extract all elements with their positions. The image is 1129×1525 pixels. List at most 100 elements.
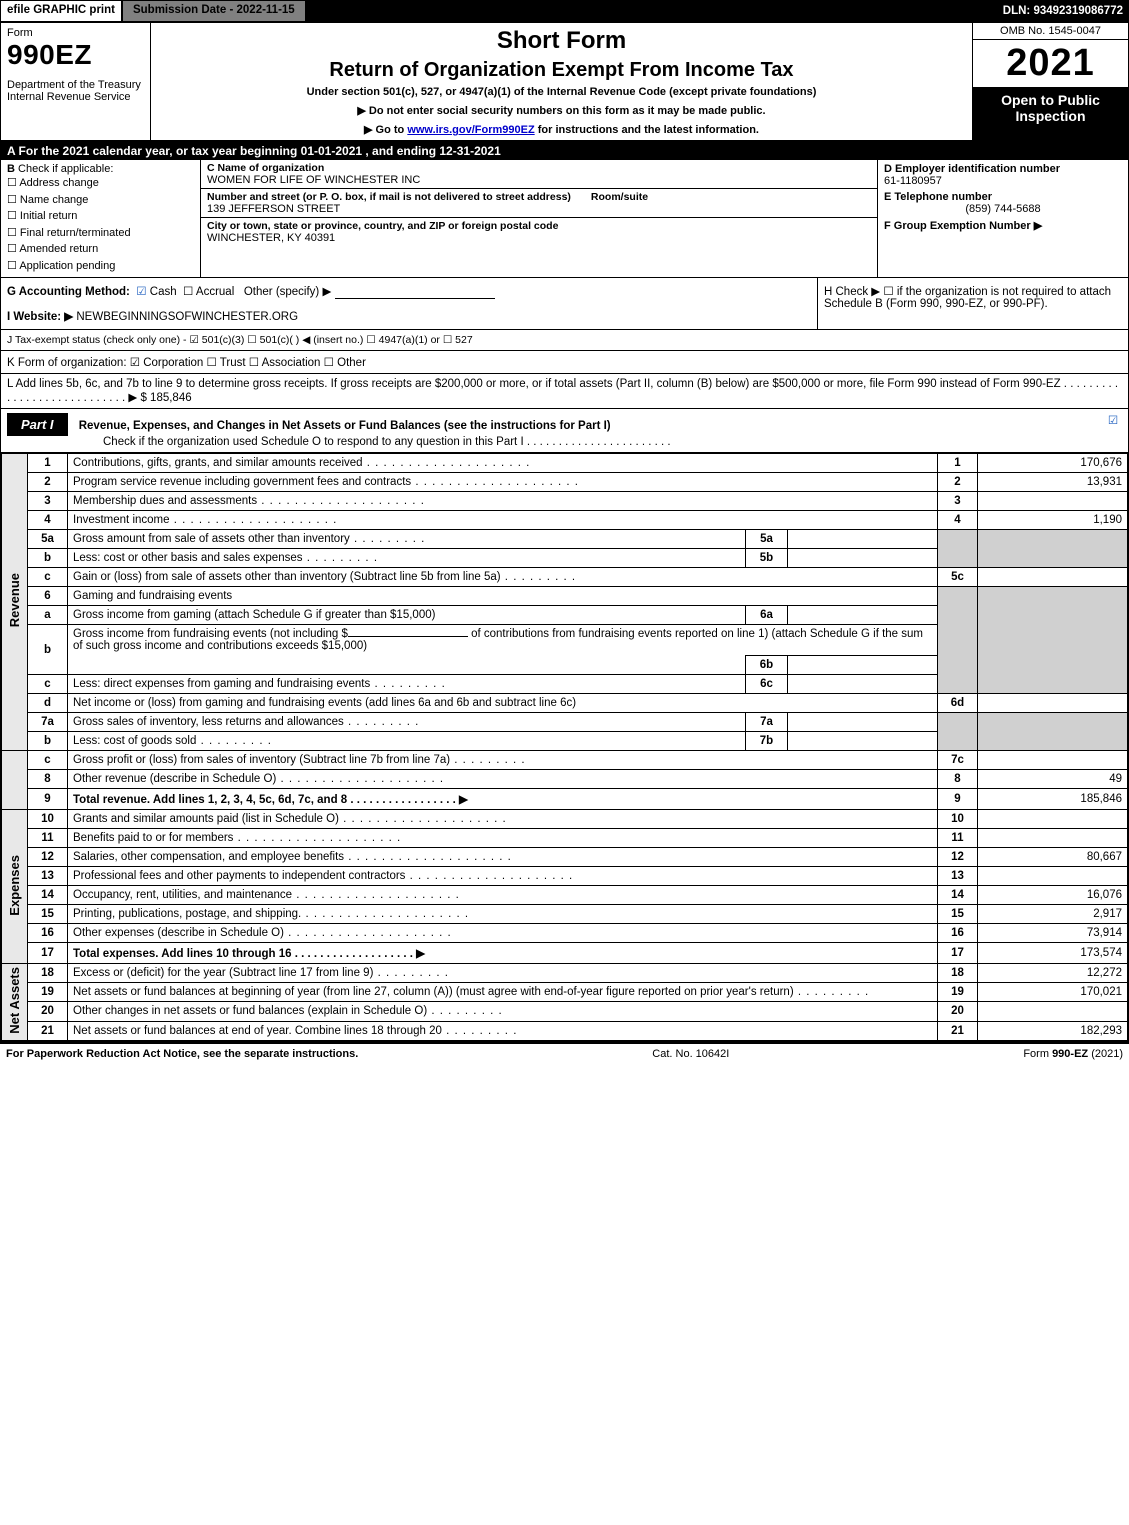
line-13-amt <box>978 867 1128 886</box>
line-6a-num: a <box>28 606 68 625</box>
website-row: I Website: ▶ NEWBEGINNINGSOFWINCHESTER.O… <box>7 309 811 323</box>
section-k: K Form of organization: ☑ Corporation ☐ … <box>1 351 1128 374</box>
line-13-num: 13 <box>28 867 68 886</box>
tel-value: (859) 744-5688 <box>884 203 1122 215</box>
line-13-desc: Professional fees and other payments to … <box>73 870 573 882</box>
line-11-n: 11 <box>938 829 978 848</box>
omb-number: OMB No. 1545-0047 <box>973 23 1128 40</box>
line-8-desc: Other revenue (describe in Schedule O) <box>73 773 444 785</box>
chk-initial-return: ☐ Initial return <box>7 208 194 225</box>
website-value: NEWBEGINNINGSOFWINCHESTER.ORG <box>76 311 298 323</box>
line-3-n: 3 <box>938 492 978 511</box>
line-20-amt <box>978 1002 1128 1021</box>
line-14-n: 14 <box>938 886 978 905</box>
form-outer: Form 990EZ Department of the Treasury In… <box>0 22 1129 1042</box>
line-7c-amt <box>978 751 1128 770</box>
line-6c-desc: Less: direct expenses from gaming and fu… <box>73 678 446 690</box>
ein-value: 61-1180957 <box>884 175 1122 187</box>
line-12-desc: Salaries, other compensation, and employ… <box>73 851 512 863</box>
efile-print: efile GRAPHIC print <box>0 0 122 22</box>
line-15-n: 15 <box>938 905 978 924</box>
header-left: Form 990EZ Department of the Treasury In… <box>1 23 151 140</box>
i-label: I Website: ▶ <box>7 311 73 323</box>
line-21-num: 21 <box>28 1021 68 1040</box>
line-18-amt: 12,272 <box>978 964 1128 983</box>
section-b-check: B Check if applicable: ☐ Address change … <box>1 160 201 277</box>
org-city: WINCHESTER, KY 40391 <box>207 232 871 244</box>
line-1-amt: 170,676 <box>978 454 1128 473</box>
accrual-label: Accrual <box>196 286 234 298</box>
line-6b-num: b <box>28 625 68 675</box>
line-8-amt: 49 <box>978 770 1128 789</box>
expenses-side-label: Expenses <box>7 855 22 916</box>
line-17-n: 17 <box>938 943 978 964</box>
line-17-amt: 173,574 <box>978 943 1128 964</box>
chk-name-change: ☐ Name change <box>7 192 194 209</box>
line-6d-amt <box>978 694 1128 713</box>
section-c-org: C Name of organization WOMEN FOR LIFE OF… <box>201 160 878 277</box>
footer-right: Form 990-EZ (2021) <box>1023 1048 1123 1060</box>
line-21-n: 21 <box>938 1021 978 1040</box>
org-name: WOMEN FOR LIFE OF WINCHESTER INC <box>207 174 871 186</box>
line-4-num: 4 <box>28 511 68 530</box>
line-6-shade-n <box>938 587 978 694</box>
line-9-desc: Total revenue. Add lines 1, 2, 3, 4, 5c,… <box>68 789 938 810</box>
check-if-applicable: Check if applicable: <box>18 163 113 175</box>
goto-pre: ▶ Go to <box>364 124 407 136</box>
line-6a-val <box>788 606 938 625</box>
line-3-num: 3 <box>28 492 68 511</box>
irs-link[interactable]: www.irs.gov/Form990EZ <box>407 124 534 136</box>
submission-date: Submission Date - 2022-11-15 <box>122 0 306 22</box>
footer-cat: Cat. No. 10642I <box>652 1048 729 1060</box>
line-6-num: 6 <box>28 587 68 606</box>
line-19-n: 19 <box>938 983 978 1002</box>
goto-post: for instructions and the latest informat… <box>535 124 759 136</box>
line-7c-num: c <box>28 751 68 770</box>
line-8-n: 8 <box>938 770 978 789</box>
form-number: 990EZ <box>7 39 144 71</box>
line-6c-val <box>788 675 938 694</box>
line-17-num: 17 <box>28 943 68 964</box>
section-l: L Add lines 5b, 6c, and 7b to line 9 to … <box>1 374 1128 409</box>
line-5c-desc: Gain or (loss) from sale of assets other… <box>73 571 576 583</box>
line-15-desc: Printing, publications, postage, and shi… <box>73 908 469 920</box>
line-6a-desc: Gross income from gaming (attach Schedul… <box>68 606 746 625</box>
line-5c-num: c <box>28 568 68 587</box>
row-a-tax-year: A For the 2021 calendar year, or tax yea… <box>1 142 1128 160</box>
line-19-num: 19 <box>28 983 68 1002</box>
section-d-ein: D Employer identification number 61-1180… <box>878 160 1128 277</box>
line-4-desc: Investment income <box>73 514 337 526</box>
line-5c-amt <box>978 568 1128 587</box>
line-6d-n: 6d <box>938 694 978 713</box>
line-5b-val <box>788 549 938 568</box>
line-6d-desc: Net income or (loss) from gaming and fun… <box>68 694 938 713</box>
revenue-side-label: Revenue <box>7 573 22 627</box>
chk-address-change: ☐ Address change <box>7 175 194 192</box>
line-1-n: 1 <box>938 454 978 473</box>
line-6d-num: d <box>28 694 68 713</box>
line-10-amt <box>978 810 1128 829</box>
dln: DLN: 93492319086772 <box>1003 5 1129 17</box>
header-right: OMB No. 1545-0047 2021 Open to Public In… <box>973 23 1128 140</box>
line-7c-n: 7c <box>938 751 978 770</box>
section-g-i: G Accounting Method: ☑ Cash ☐ Accrual Ot… <box>1 278 818 329</box>
line-5b-num: b <box>28 549 68 568</box>
line-15-amt: 2,917 <box>978 905 1128 924</box>
section-j: J Tax-exempt status (check only one) - ☑… <box>1 330 1128 351</box>
line-7b-val <box>788 732 938 751</box>
line-7-shade-a <box>978 713 1128 751</box>
line-10-n: 10 <box>938 810 978 829</box>
part-i-table: Revenue 1 Contributions, gifts, grants, … <box>1 453 1128 1041</box>
line-6a-box: 6a <box>746 606 788 625</box>
return-title: Return of Organization Exempt From Incom… <box>159 59 964 82</box>
line-5a-val <box>788 530 938 549</box>
line-19-desc: Net assets or fund balances at beginning… <box>73 986 869 998</box>
line-6-shade-a <box>978 587 1128 694</box>
h-text: H Check ▶ ☐ if the organization is not r… <box>824 284 1122 310</box>
room-suite-label: Room/suite <box>591 191 648 203</box>
group-exemption-label: F Group Exemption Number ▶ <box>884 219 1122 232</box>
line-13-n: 13 <box>938 867 978 886</box>
line-15-num: 15 <box>28 905 68 924</box>
short-form-title: Short Form <box>159 27 964 55</box>
line-6b-desc-1: Gross income from fundraising events (no… <box>68 625 938 656</box>
